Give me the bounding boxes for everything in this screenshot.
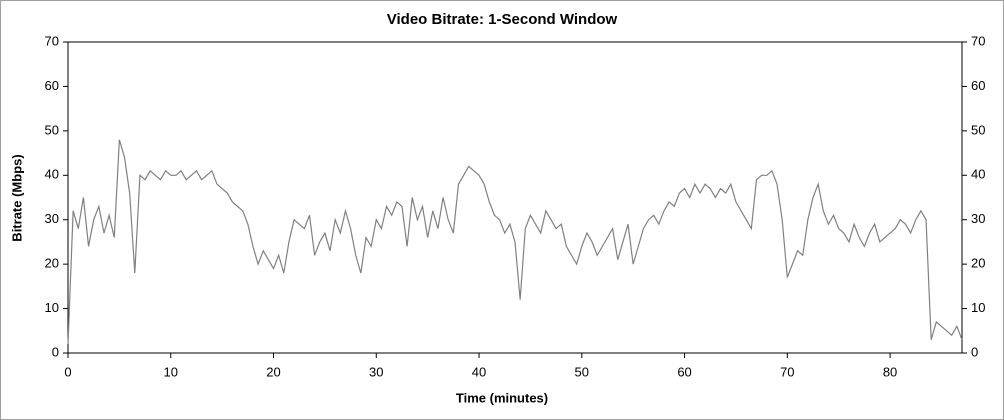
y-tick-label: 40 xyxy=(45,167,59,182)
y2-tick-label: 50 xyxy=(971,122,985,137)
y2-tick-label: 20 xyxy=(971,256,985,271)
chart-title: Video Bitrate: 1-Second Window xyxy=(387,11,618,28)
x-tick-label: 40 xyxy=(472,364,486,379)
x-tick-label: 70 xyxy=(780,364,794,379)
x-tick-label: 30 xyxy=(369,364,383,379)
y-tick-label: 10 xyxy=(45,300,59,315)
y2-tick-label: 60 xyxy=(971,78,985,93)
x-axis-label: Time (minutes) xyxy=(456,390,548,405)
y-tick-label: 20 xyxy=(45,256,59,271)
x-tick-label: 10 xyxy=(164,364,178,379)
y2-tick-label: 10 xyxy=(971,300,985,315)
y2-tick-label: 0 xyxy=(971,344,978,359)
y-tick-label: 70 xyxy=(45,33,59,48)
bitrate-line xyxy=(67,139,963,345)
y-tick-label: 60 xyxy=(45,78,59,93)
y2-tick-label: 40 xyxy=(971,167,985,182)
y2-tick-label: 70 xyxy=(971,33,985,48)
plot-area xyxy=(67,41,963,354)
x-tick-label: 60 xyxy=(677,364,691,379)
x-tick-label: 80 xyxy=(883,364,897,379)
y-tick-label: 50 xyxy=(45,122,59,137)
x-tick-label: 20 xyxy=(266,364,280,379)
x-tick-label: 0 xyxy=(64,364,71,379)
y-axis-label: Bitrate (Mbps) xyxy=(9,154,24,241)
y-tick-label: 0 xyxy=(52,344,59,359)
y-tick-label: 30 xyxy=(45,211,59,226)
y2-tick-label: 30 xyxy=(971,211,985,226)
x-tick-label: 50 xyxy=(575,364,589,379)
